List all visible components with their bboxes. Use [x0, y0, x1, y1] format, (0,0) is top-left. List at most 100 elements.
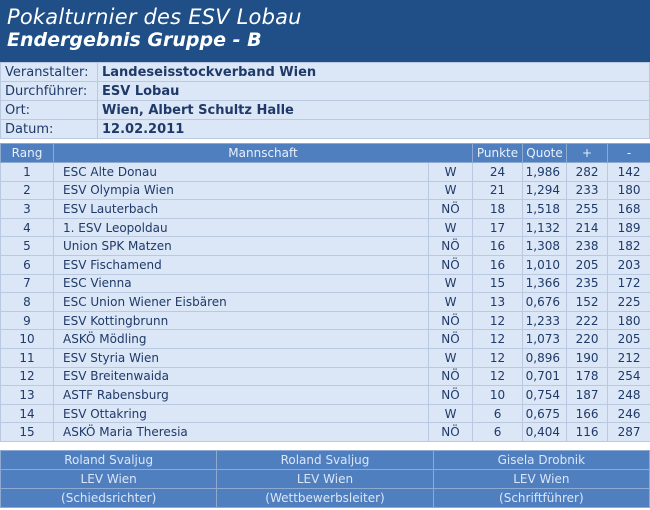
- team-name: ASKÖ Mödling: [53, 329, 429, 349]
- table-row: 2 ESV Olympia Wien W 21 1,294 233 180: [0, 180, 650, 201]
- points-cell: 24: [472, 162, 524, 182]
- official-role: (Schriftführer): [432, 488, 650, 508]
- quote-cell: 0,676: [522, 292, 568, 312]
- minus-cell: 172: [607, 273, 650, 294]
- rank-cell: 7: [0, 273, 54, 294]
- quote-cell: 1,518: [522, 199, 568, 219]
- rank-cell: 8: [0, 292, 54, 312]
- plus-cell: 220: [566, 329, 609, 349]
- table-row: 7 ESC Vienna W 15 1,366 235 172: [0, 273, 650, 294]
- region-cell: NÖ: [427, 366, 474, 387]
- points-cell: 6: [472, 403, 524, 424]
- official-role: (Wettbewerbsleiter): [216, 488, 434, 508]
- team-name: ESV Fischamend: [53, 254, 429, 275]
- minus-cell: 248: [607, 385, 650, 405]
- rank-cell: 12: [0, 366, 54, 387]
- page-subtitle: Endergebnis Gruppe - B: [7, 29, 262, 51]
- table-row: 5 Union SPK Matzen NÖ 16 1,308 238 182: [0, 236, 650, 256]
- table-row: 3 ESV Lauterbach NÖ 18 1,518 255 168: [0, 199, 650, 219]
- plus-cell: 282: [566, 162, 609, 182]
- quote-cell: 0,675: [522, 403, 568, 424]
- official-org: LEV Wien: [432, 469, 650, 489]
- team-name: ESV Breitenwaida: [53, 366, 429, 387]
- col-plus: +: [566, 143, 609, 163]
- minus-cell: 180: [607, 310, 650, 331]
- quote-cell: 1,294: [522, 180, 568, 201]
- quote-cell: 1,233: [522, 310, 568, 331]
- points-cell: 16: [472, 254, 524, 275]
- rank-cell: 2: [0, 180, 54, 201]
- rank-cell: 1: [0, 162, 54, 182]
- info-value: Landeseisstockverband Wien: [97, 62, 650, 82]
- points-cell: 6: [472, 422, 524, 442]
- region-cell: W: [427, 403, 474, 424]
- team-name: ESC Vienna: [53, 273, 429, 294]
- quote-cell: 1,308: [522, 236, 568, 256]
- points-cell: 12: [472, 310, 524, 331]
- region-cell: NÖ: [427, 254, 474, 275]
- region-cell: W: [427, 347, 474, 368]
- team-name: ESV Styria Wien: [53, 347, 429, 368]
- team-name: Union SPK Matzen: [53, 236, 429, 256]
- minus-cell: 142: [607, 162, 650, 182]
- points-cell: 17: [472, 217, 524, 238]
- info-row: Veranstalter: Landeseisstockverband Wien: [0, 62, 650, 82]
- plus-cell: 233: [566, 180, 609, 201]
- official-role-row: (Schiedsrichter) (Wettbewerbsleiter) (Schr…: [0, 488, 650, 508]
- region-cell: NÖ: [427, 199, 474, 219]
- rank-cell: 6: [0, 254, 54, 275]
- rank-cell: 10: [0, 329, 54, 349]
- points-cell: 18: [472, 199, 524, 219]
- info-label: Veranstalter:: [0, 62, 98, 82]
- table-row: 6 ESV Fischamend NÖ 16 1,010 205 203: [0, 254, 650, 275]
- rank-cell: 5: [0, 236, 54, 256]
- minus-cell: 287: [607, 422, 650, 442]
- col-mannschaft: Mannschaft: [52, 143, 474, 163]
- points-cell: 10: [472, 385, 524, 405]
- quote-cell: 0,754: [522, 385, 568, 405]
- region-cell: NÖ: [427, 236, 474, 256]
- plus-cell: 205: [566, 254, 609, 275]
- table-row: 12 ESV Breitenwaida NÖ 12 0,701 178 254: [0, 366, 650, 387]
- team-name: ESV Ottakring: [53, 403, 429, 424]
- official-org: LEV Wien: [0, 469, 218, 489]
- official-role: (Schiedsrichter): [0, 488, 218, 508]
- team-name: ASTF Rabensburg: [53, 385, 429, 405]
- table-row: 10 ASKÖ Mödling NÖ 12 1,073 220 205: [0, 329, 650, 349]
- event-info-table: Veranstalter: Landeseisstockverband Wien D…: [0, 62, 650, 139]
- points-cell: 12: [472, 329, 524, 349]
- table-row: 13 ASTF Rabensburg NÖ 10 0,754 187 248: [0, 385, 650, 405]
- results-table: Rang Mannschaft Punkte Quote + - 1 ESC Al…: [0, 143, 650, 442]
- official-name-row: Roland Svaljug Roland Svaljug Gisela Drobn…: [0, 450, 650, 470]
- plus-cell: 238: [566, 236, 609, 256]
- points-cell: 13: [472, 292, 524, 312]
- plus-cell: 255: [566, 199, 609, 219]
- region-cell: W: [427, 180, 474, 201]
- info-label: Ort:: [0, 100, 98, 120]
- team-name: ESC Alte Donau: [53, 162, 429, 182]
- region-cell: NÖ: [427, 385, 474, 405]
- minus-cell: 203: [607, 254, 650, 275]
- rank-cell: 9: [0, 310, 54, 331]
- quote-cell: 1,366: [522, 273, 568, 294]
- minus-cell: 254: [607, 366, 650, 387]
- rank-cell: 14: [0, 403, 54, 424]
- info-row: Ort: Wien, Albert Schultz Halle: [0, 100, 650, 120]
- team-name: ESV Kottingbrunn: [53, 310, 429, 331]
- table-row: 11 ESV Styria Wien W 12 0,896 190 212: [0, 347, 650, 368]
- team-name: ASKÖ Maria Theresia: [53, 422, 429, 442]
- minus-cell: 180: [607, 180, 650, 201]
- info-label: Datum:: [0, 119, 98, 139]
- rank-cell: 11: [0, 347, 54, 368]
- info-value: 12.02.2011: [97, 119, 650, 139]
- col-punkte: Punkte: [472, 143, 524, 163]
- team-name: ESC Union Wiener Eisbären: [53, 292, 429, 312]
- official-name: Roland Svaljug: [216, 450, 434, 470]
- page-title: Pokalturnier des ESV Lobau: [7, 5, 302, 29]
- plus-cell: 190: [566, 347, 609, 368]
- minus-cell: 182: [607, 236, 650, 256]
- page-header: Pokalturnier des ESV Lobau Endergebnis G…: [0, 0, 650, 62]
- points-cell: 16: [472, 236, 524, 256]
- points-cell: 12: [472, 347, 524, 368]
- table-row: 9 ESV Kottingbrunn NÖ 12 1,233 222 180: [0, 310, 650, 331]
